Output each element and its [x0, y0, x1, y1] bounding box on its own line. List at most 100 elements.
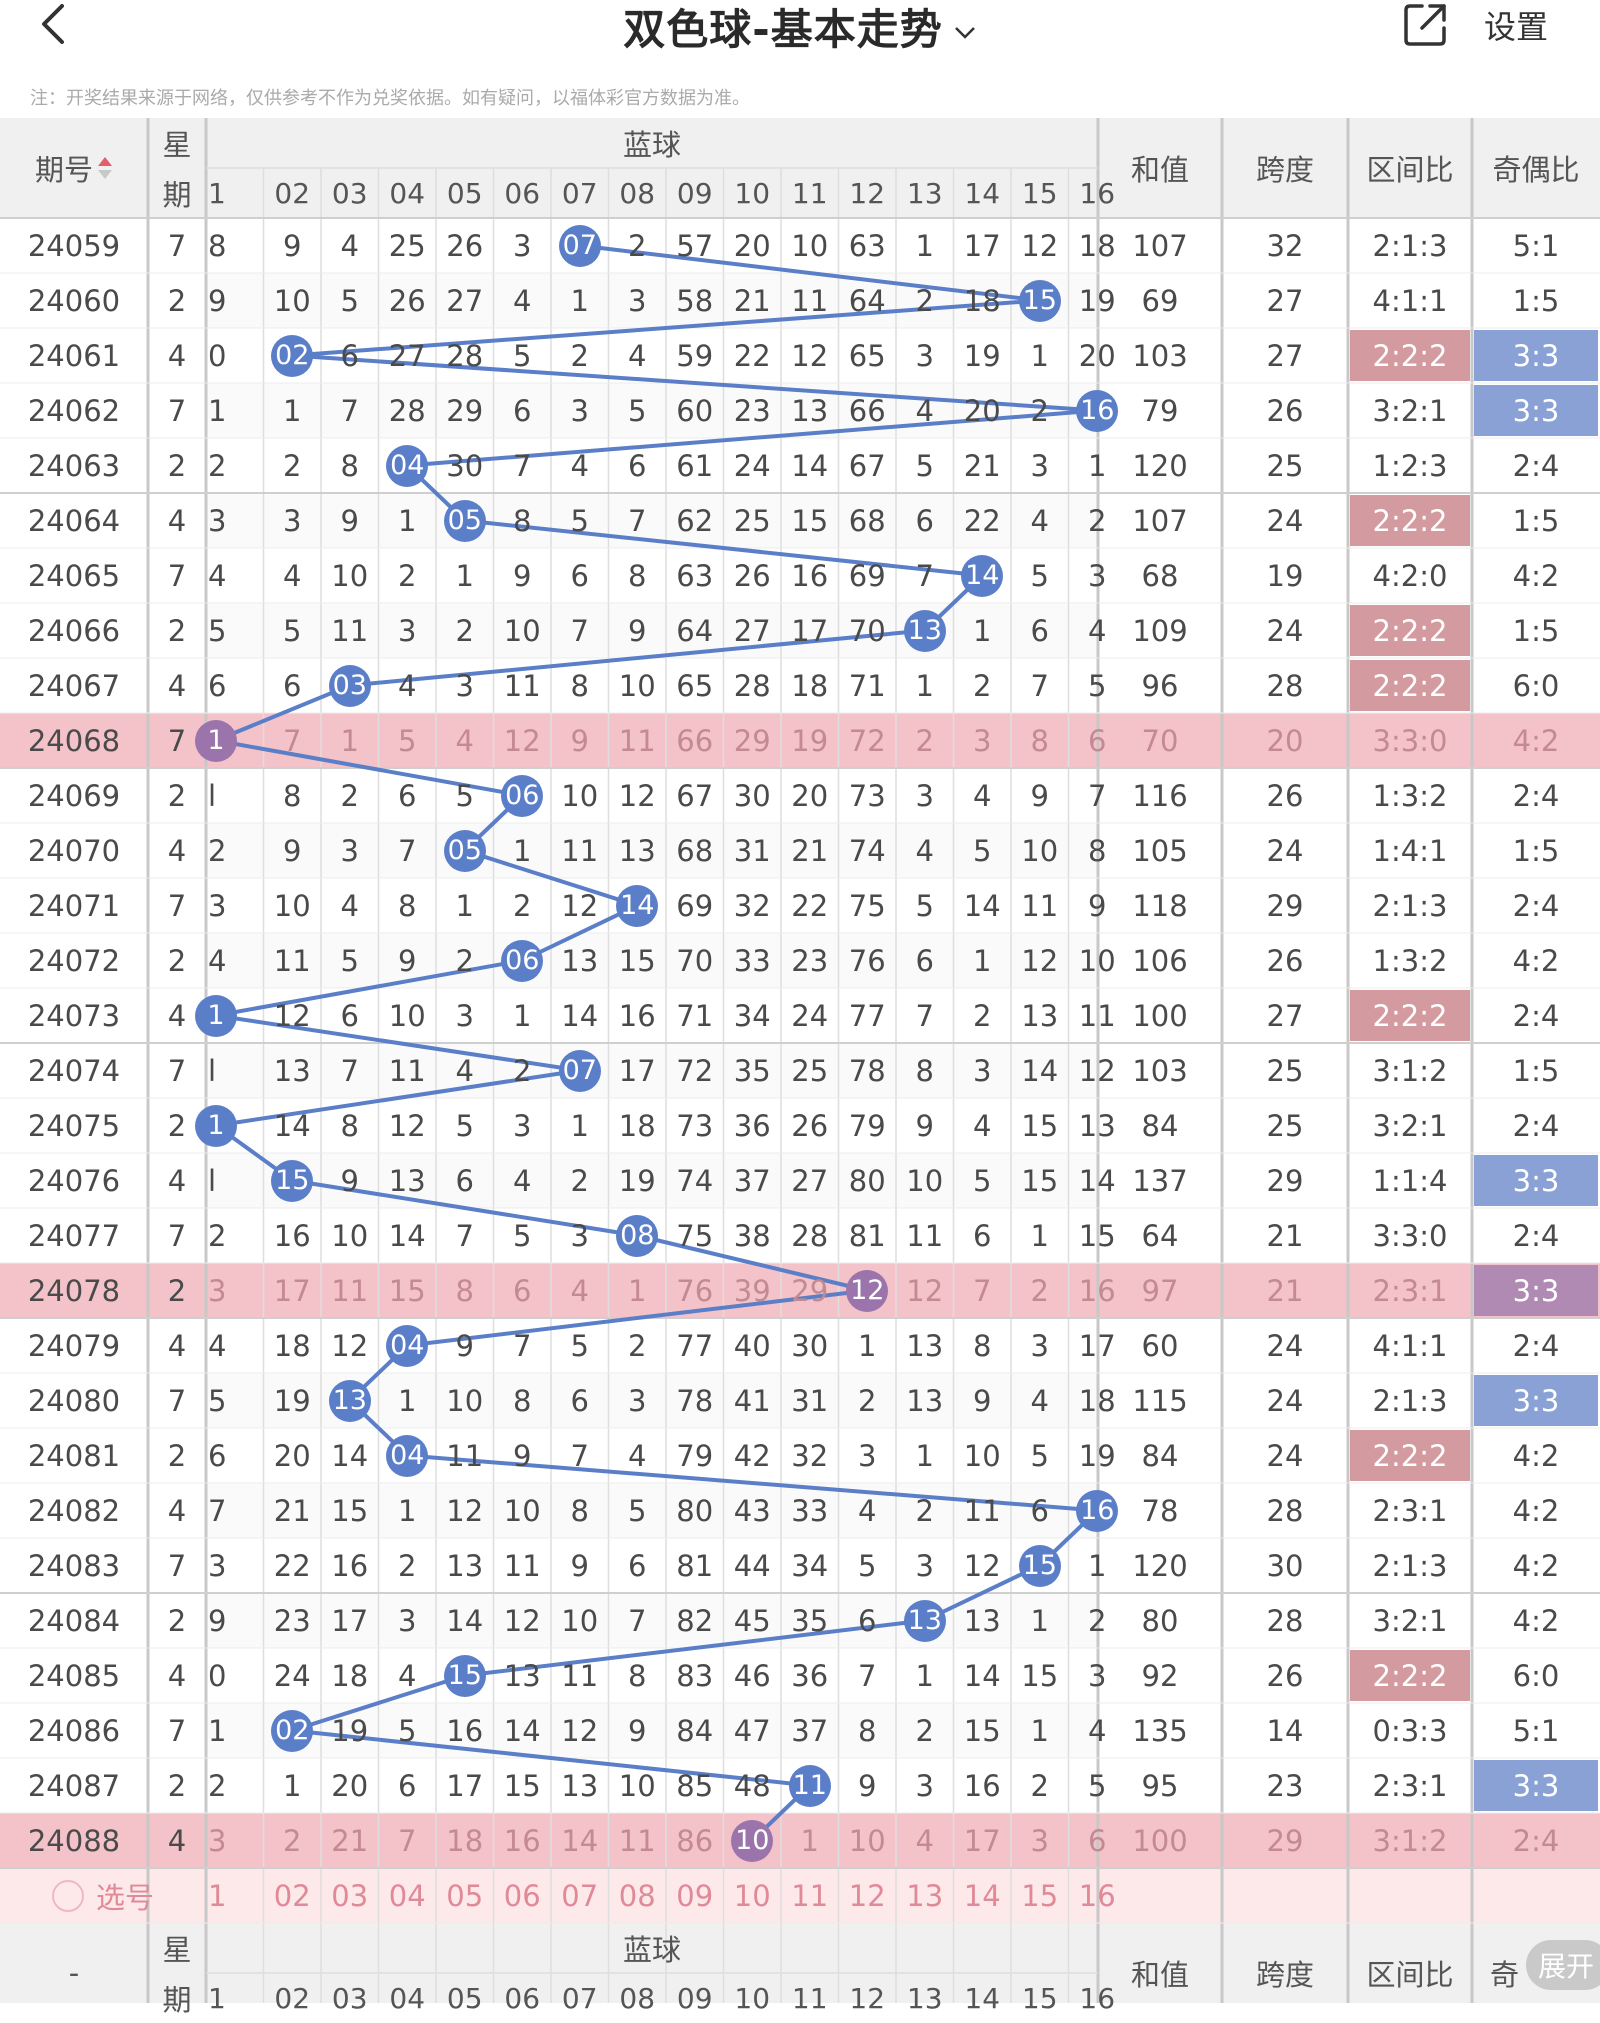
blue-miss-cell: 3 [973, 1053, 992, 1088]
blue-miss-cell: 6 [455, 1163, 474, 1198]
blue-miss-cell: 10 [273, 888, 311, 923]
sum-cell: 78 [1141, 1493, 1179, 1528]
blue-miss-cell: 23 [733, 393, 771, 428]
blue-miss-cell: 7 [915, 998, 934, 1033]
blue-miss-cell: 36 [733, 1108, 771, 1143]
blue-miss-cell: 60 [676, 393, 714, 428]
blue-miss-cell: 6 [858, 1603, 877, 1638]
blue-miss-cell: 68 [848, 503, 886, 538]
blue-miss-cell: 5 [283, 613, 302, 648]
sum-cell: 105 [1132, 833, 1188, 868]
zone-ratio-cell: 2:3:1 [1372, 1768, 1448, 1803]
blue-miss-cell: 28 [733, 668, 771, 703]
week-cell: 4 [167, 1658, 187, 1693]
odd-even-cell: 4:2 [1512, 558, 1560, 593]
footer-blue-number: 08 [619, 1981, 656, 2015]
blue-miss-cell: 11 [331, 613, 369, 648]
blue-miss-cell: 17 [963, 1823, 1001, 1858]
blue-miss-cell: 67 [848, 448, 886, 483]
blue-miss-cell: 9 [973, 1383, 992, 1418]
blue-miss-cell: 29 [791, 1273, 829, 1308]
blue-miss-cell: 14 [331, 1438, 369, 1473]
blue-miss-cell: 2 [973, 668, 992, 703]
page-title[interactable]: 双色球-基本走势 [0, 0, 1600, 57]
blue-miss-cell: 5 [1088, 1768, 1107, 1803]
period-cell: 24069 [27, 778, 121, 813]
back-arrow-icon[interactable] [36, 2, 76, 46]
week-cell: 2 [167, 283, 187, 318]
blue-miss-cell: 1 [1030, 1218, 1049, 1253]
odd-even-cell: 3:3 [1512, 338, 1560, 373]
blue-miss-cell: 15 [963, 1713, 1001, 1748]
zone-ratio-cell: 3:3:0 [1372, 723, 1448, 758]
blue-miss-cell: 14 [963, 1658, 1001, 1693]
blue-miss-cell: 6 [398, 1768, 417, 1803]
period-header-label: 期号 [34, 153, 93, 187]
period-cell: 24079 [27, 1328, 121, 1363]
blue-miss-cell: 30 [446, 448, 484, 483]
select-number-button[interactable]: 14 [963, 1878, 1001, 1913]
blue-miss-cell: 1 [398, 1383, 417, 1418]
blue-miss-cell: 10 [618, 668, 656, 703]
blue-miss-cell: 11 [503, 668, 541, 703]
select-number-button[interactable]: 02 [273, 1878, 311, 1913]
blue-miss-cell: 3 [513, 228, 532, 263]
blue-miss-cell: 11 [963, 1493, 1001, 1528]
blue-ball-hit: 1 [195, 994, 237, 1037]
select-number-button[interactable]: 15 [1021, 1878, 1059, 1913]
blue-miss-cell: 3 [208, 1273, 227, 1308]
select-number-button[interactable]: 06 [503, 1878, 541, 1913]
blue-miss-cell: 11 [273, 943, 311, 978]
span-cell: 23 [1266, 1768, 1304, 1803]
period-cell: 24082 [27, 1493, 121, 1528]
blue-miss-cell: 19 [618, 1163, 656, 1198]
select-number-button[interactable]: 08 [618, 1878, 656, 1913]
sum-cell: 70 [1141, 723, 1179, 758]
select-number-button[interactable]: 1 [208, 1878, 227, 1913]
blue-miss-cell: 2 [1030, 1273, 1049, 1308]
blue-miss-cell: 3 [1030, 1328, 1049, 1363]
radio-circle-icon[interactable] [51, 1879, 84, 1912]
blue-miss-cell: 3 [513, 1108, 532, 1143]
zone-ratio-cell: 4:2:0 [1372, 558, 1448, 593]
page-title-text: 双色球-基本走势 [623, 5, 943, 54]
blue-miss-cell: 3 [915, 338, 934, 373]
odd-even-cell: 1:5 [1512, 283, 1560, 318]
odd-even-cell: 3:3 [1512, 1768, 1560, 1803]
settings-button[interactable]: 设置 [1484, 8, 1549, 46]
period-cell: 24064 [27, 503, 121, 538]
blue-miss-cell: 8 [858, 1713, 877, 1748]
select-number-button[interactable]: 04 [388, 1878, 426, 1913]
select-number-button[interactable]: 13 [906, 1878, 944, 1913]
expand-button[interactable]: 展开 [1526, 1940, 1600, 1990]
blue-miss-cell: 10 [273, 283, 311, 318]
select-number-button[interactable]: 07 [561, 1878, 599, 1913]
blue-number-header: 12 [849, 176, 886, 210]
share-icon[interactable] [1400, 0, 1450, 50]
row-bg [206, 1043, 1098, 1098]
select-number-button[interactable]: 09 [676, 1878, 714, 1913]
blue-miss-cell: 11 [388, 1053, 426, 1088]
blue-miss-cell: 41 [733, 1383, 771, 1418]
row-highlight [0, 1263, 1600, 1318]
select-number-button[interactable]: 05 [446, 1878, 484, 1913]
blue-miss-cell: 17 [446, 1768, 484, 1803]
blue-miss-cell: 75 [848, 888, 886, 923]
period-header[interactable]: 期号 [0, 118, 148, 218]
blue-miss-cell: 59 [676, 338, 714, 373]
sum-cell: 100 [1132, 1823, 1188, 1858]
select-number-button[interactable]: 03 [331, 1878, 369, 1913]
span-cell: 24 [1266, 1328, 1304, 1363]
select-number-toggle[interactable]: 选号 [0, 1868, 206, 1923]
span-cell: 21 [1266, 1218, 1304, 1253]
week-cell: 4 [167, 1493, 187, 1528]
blue-ball-hit: 1 [195, 719, 237, 762]
blue-miss-cell: 4 [628, 338, 647, 373]
select-number-button[interactable]: 11 [791, 1878, 829, 1913]
select-number-button[interactable]: 16 [1078, 1878, 1116, 1913]
sort-icon[interactable] [97, 155, 113, 181]
zone-highlight [1350, 495, 1470, 546]
select-number-button[interactable]: 12 [848, 1878, 886, 1913]
select-number-button[interactable]: 10 [733, 1878, 771, 1913]
period-cell: 24085 [27, 1658, 121, 1693]
